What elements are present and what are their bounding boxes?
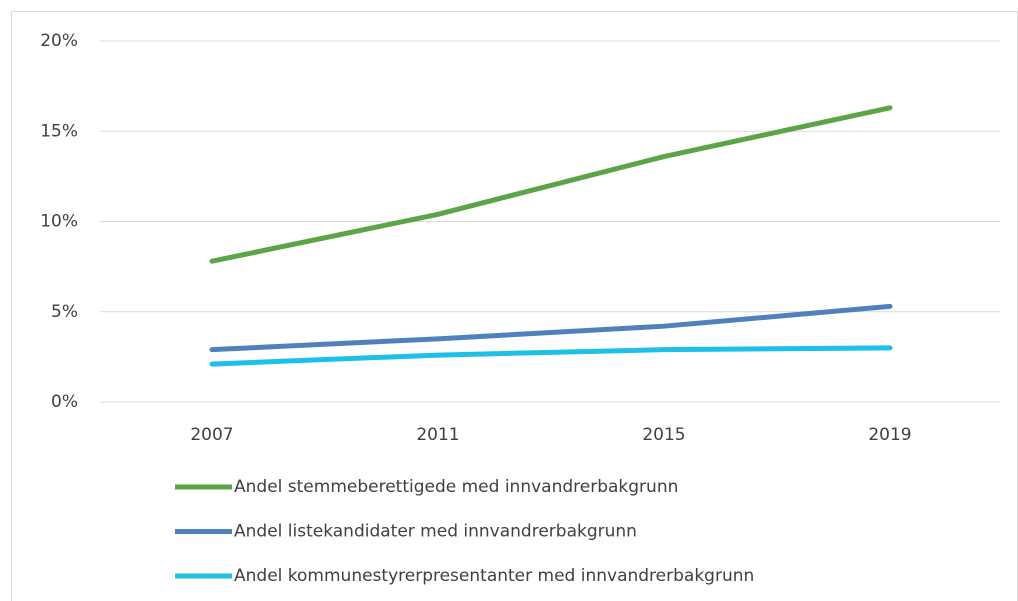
x-tick-label: 2007	[190, 425, 233, 445]
legend-label: Andel listekandidater med innvandrerbakg…	[234, 522, 637, 542]
x-tick-label: 2011	[416, 425, 459, 445]
x-tick-label: 2019	[868, 425, 911, 445]
y-tick-label: 0%	[51, 392, 78, 412]
x-tick-label: 2015	[642, 425, 685, 445]
y-tick-label: 15%	[40, 121, 78, 141]
series-line	[209, 105, 893, 264]
legend-label: Andel kommunestyrerpresentanter med innv…	[234, 566, 754, 586]
series-line	[209, 345, 893, 367]
legend-label: Andel stemmeberettigede med innvandrerba…	[234, 477, 678, 497]
y-tick-label: 5%	[51, 302, 78, 322]
y-tick-label: 20%	[40, 31, 78, 51]
series-line	[209, 303, 893, 353]
y-tick-label: 10%	[40, 212, 78, 232]
